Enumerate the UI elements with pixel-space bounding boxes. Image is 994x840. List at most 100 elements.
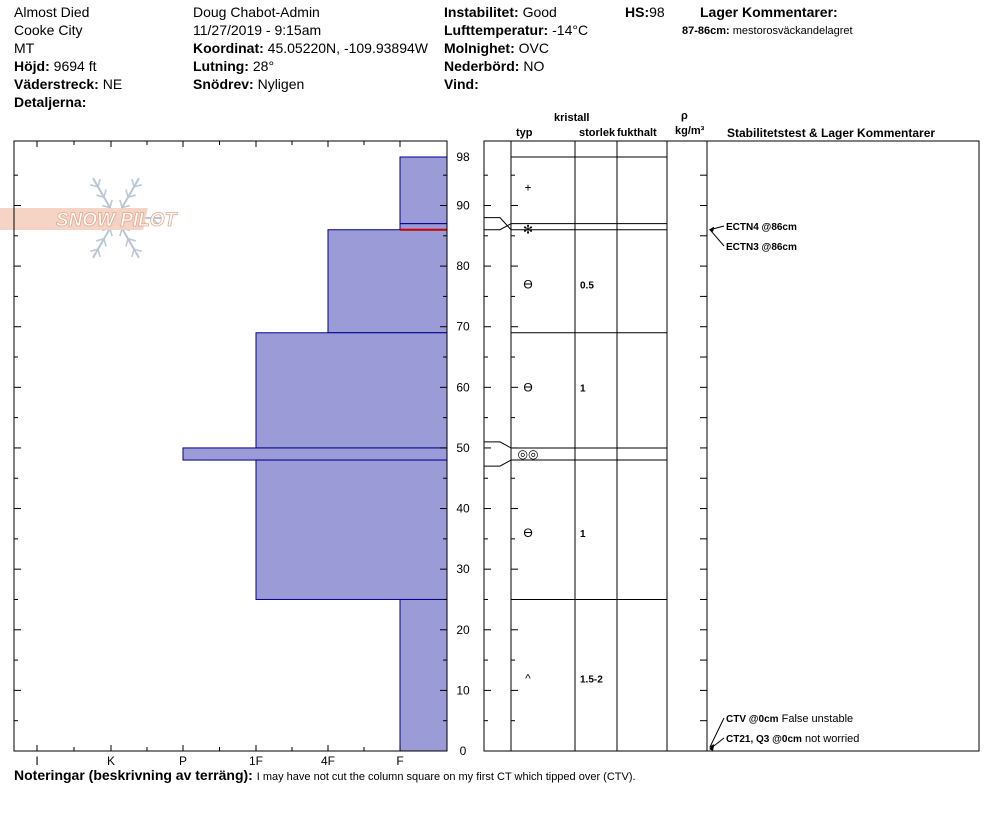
hardness-layer-bar	[399, 156, 448, 225]
precipitation-label: Nederbörd:	[444, 58, 520, 74]
layer-comment: 87-86cm: mestorosväckandelagret	[682, 23, 853, 39]
layer-comments-label: Lager Kommentarer:	[700, 4, 838, 20]
depth-tick-label: 60	[456, 380, 470, 394]
location-name: Almost Died	[14, 4, 90, 20]
hardness-layer-bar	[255, 332, 448, 449]
drift-label: Snödrev:	[193, 76, 254, 92]
air-temperature: Lufttemperatur: -14°C	[444, 22, 588, 38]
snowflake-branch	[127, 238, 136, 242]
coordinates-value: 45.05220N, -109.93894W	[267, 40, 428, 56]
slope-value: 28°	[252, 58, 275, 74]
snowflake-branch	[90, 248, 99, 252]
stability-test-label: CT21, Q3 @0cm not worried	[726, 733, 859, 745]
elevation-value: 9694 ft	[53, 58, 97, 74]
observer-name: Doug Chabot-Admin	[193, 4, 320, 20]
instability-value: Good	[522, 4, 557, 20]
layer-connector	[484, 441, 512, 449]
aspect-value: NE	[102, 76, 123, 92]
stability-pointer	[709, 717, 725, 748]
stability-test-name: ECTN3 @86cm	[726, 242, 797, 253]
observation-datetime: 11/27/2019 - 9:15am	[193, 22, 322, 38]
grain-type-symbol: ϴ	[523, 277, 532, 291]
stability-test-label: ECTN4 @86cm	[726, 222, 797, 233]
stability-test-label: ECTN3 @86cm	[726, 242, 797, 253]
snowflake-branch	[151, 211, 159, 219]
elevation: Höjd: 9694 ft	[14, 58, 96, 74]
snowflake-branch	[127, 194, 136, 198]
precipitation: Nederbörd: NO	[444, 58, 544, 74]
notes-label: Noteringar (beskrivning av terräng):	[14, 767, 253, 783]
state-name: MT	[14, 40, 35, 56]
grain-type-symbol: ◎◎	[518, 447, 539, 461]
depth-tick-label: 70	[456, 320, 470, 334]
drift: Snödrev: Nyligen	[193, 76, 304, 92]
grain-table: + ✻ ϴ 0.5 ϴ 1 ◎◎ ϴ 1 ^ 1.5-2	[484, 141, 708, 751]
layer-connector	[484, 217, 512, 231]
grain-size-value: 0.5	[580, 280, 594, 291]
rho-header: ρ	[681, 110, 688, 122]
snow-height: HS:98	[625, 4, 665, 20]
hardness-tick-label: 1F	[249, 754, 263, 768]
depth-tick-label: 40	[456, 502, 470, 516]
snowflake-branch	[133, 184, 142, 188]
grain-size-value: 1	[580, 529, 586, 540]
wind-label: Vind:	[444, 76, 479, 92]
stability-arrow	[709, 226, 714, 232]
layer-table-frame	[483, 140, 980, 752]
layer-comment-range: 87-86cm:	[682, 25, 730, 37]
hardness-layer-bar	[327, 229, 448, 334]
snowflake-branch	[96, 238, 105, 242]
snowflake-branch	[133, 248, 142, 252]
moisture-header: fukthalt	[617, 127, 657, 139]
depth-tick-label: 30	[456, 562, 470, 576]
snowflake-branch	[125, 189, 129, 198]
coordinates-label: Koordinat:	[193, 40, 264, 56]
snowflake-branch	[97, 178, 101, 188]
grain-type-symbol: ϴ	[523, 526, 532, 540]
snowflake-branch	[131, 178, 135, 188]
stability-tests: ECTN4 @86cm ECTN3 @86cm CTV @0cm False uns…	[709, 222, 859, 751]
stability-test-label: CTV @0cm False unstable	[726, 713, 853, 725]
crystal-header: kristall	[554, 112, 590, 124]
size-header: storlek	[579, 127, 616, 139]
depth-tick-label: 98	[456, 150, 470, 164]
hardness-layer-bar	[182, 447, 448, 461]
drift-value: Nyligen	[257, 76, 305, 92]
depth-tick-label: 80	[456, 259, 470, 273]
coordinates: Koordinat: 45.05220N, -109.93894W	[193, 40, 428, 56]
notes-text: I may have not cut the column square on …	[256, 771, 636, 783]
hardness-layers	[182, 156, 448, 752]
hardness-tick-label: K	[107, 754, 115, 768]
depth-axis: 0 10 20 30 40 50 60 70 80 90 98	[14, 150, 707, 758]
stability-test-name: CT21, Q3 @0cm	[726, 734, 802, 745]
stability-arrow	[709, 746, 714, 751]
snowflake-branch	[119, 199, 123, 208]
sky-cover: Molnighet: OVC	[444, 40, 549, 56]
type-header: typ	[516, 127, 533, 139]
depth-tick-label: 20	[456, 623, 470, 637]
precipitation-value: NO	[523, 58, 545, 74]
instability: Instabilitet: Good	[444, 4, 557, 20]
grain-type-symbol: ϴ	[523, 380, 532, 394]
area-name: Cooke City	[14, 22, 83, 38]
details-label: Detaljerna:	[14, 94, 87, 110]
aspect: Väderstreck: NE	[14, 76, 122, 92]
snowflake-branch	[125, 238, 129, 247]
layer-connector	[484, 459, 512, 467]
hardness-tick-label: P	[179, 754, 187, 768]
hardness-axis: I K P 1F 4F F	[35, 141, 404, 768]
snowflake-branch	[109, 199, 113, 208]
depth-tick-label: 0	[460, 744, 467, 758]
stability-header: Stabilitetstest & Lager Kommentarer	[727, 126, 936, 140]
hardness-tick-label: F	[396, 754, 403, 768]
depth-tick-label: 10	[456, 683, 470, 697]
instability-label: Instabilitet:	[444, 4, 519, 20]
snowflake-branch	[121, 204, 130, 209]
snow-pilot-logo: SNOW PILOT	[0, 177, 178, 259]
density-unit-header: kg/m³	[675, 125, 705, 137]
stability-test-name: ECTN4 @86cm	[726, 222, 797, 233]
logo-banner	[0, 208, 148, 230]
aspect-label: Väderstreck:	[14, 76, 99, 92]
hardness-layer-bar	[255, 459, 448, 600]
